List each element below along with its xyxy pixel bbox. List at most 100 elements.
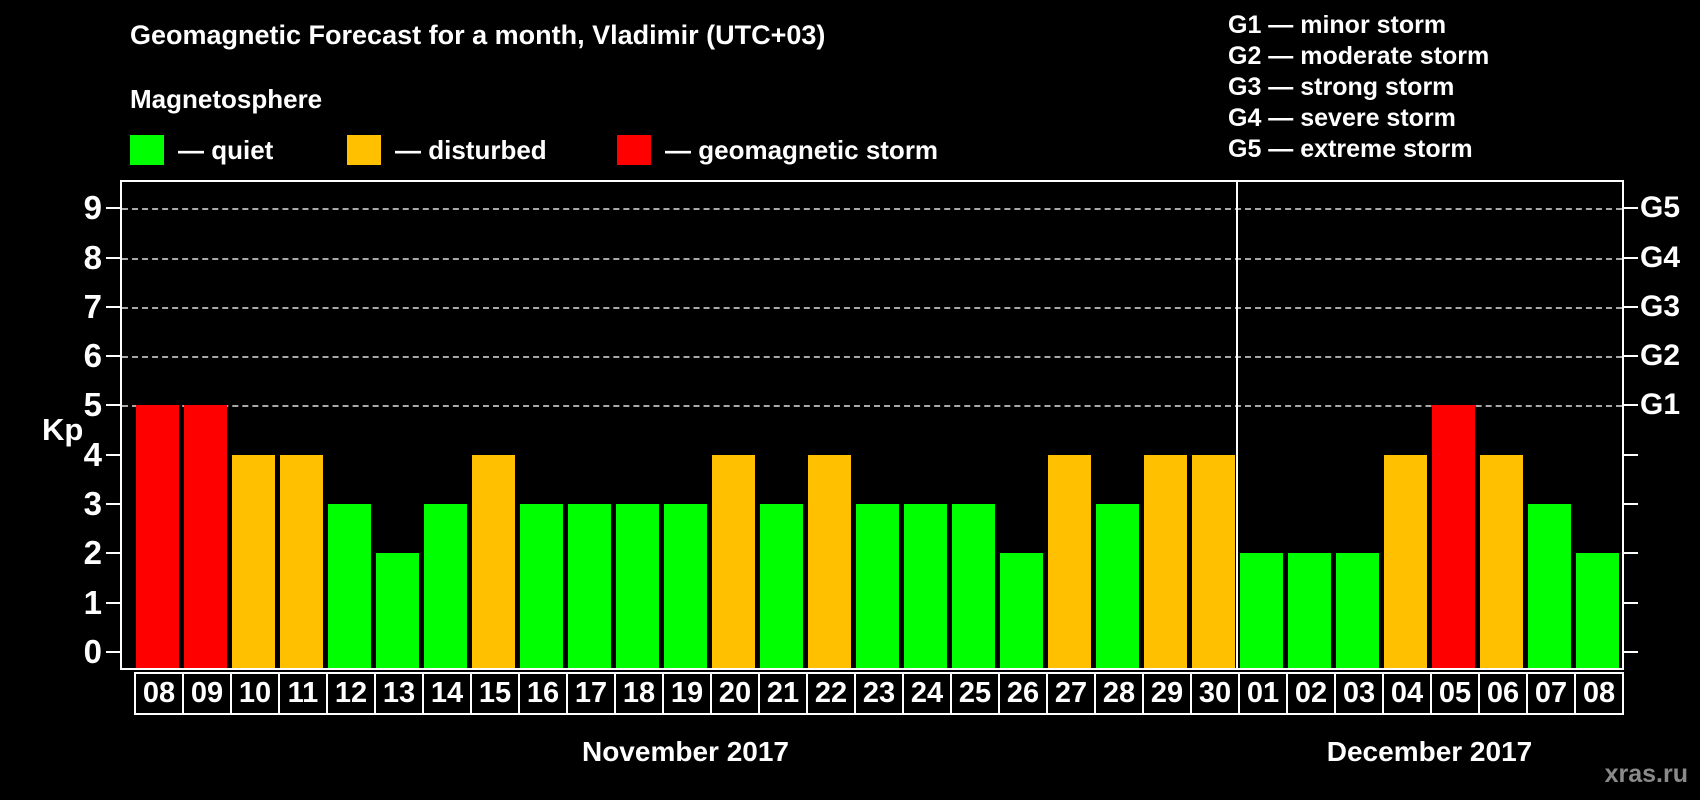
- gridline-kp7: [122, 307, 1622, 309]
- storm-scale-line-g2: G2 — moderate storm: [1228, 42, 1490, 70]
- date-cell: 28: [1094, 672, 1144, 715]
- storm-scale-line-g1: G1 — minor storm: [1228, 11, 1447, 39]
- kp-bar: [280, 455, 323, 668]
- storm-scale-legend: G1 — minor storm G2 — moderate storm G3 — …: [1228, 10, 1489, 165]
- kp-bar: [952, 504, 995, 668]
- date-cell: 24: [902, 672, 952, 715]
- kp-bar: [184, 405, 227, 668]
- kp-bar: [712, 455, 755, 668]
- date-cell: 07: [1526, 672, 1576, 715]
- y-tick-right: [1622, 651, 1638, 653]
- kp-bar: [1336, 553, 1379, 668]
- y-tick-label-8: 8: [83, 239, 102, 276]
- date-cell: 21: [758, 672, 808, 715]
- plot-area: [120, 180, 1624, 670]
- right-axis-label-g2: G2: [1640, 339, 1681, 372]
- date-cell: 11: [278, 672, 328, 715]
- kp-bar: [1384, 455, 1427, 668]
- kp-bar: [1192, 455, 1235, 668]
- kp-bar: [1288, 553, 1331, 668]
- kp-bar: [232, 455, 275, 668]
- legend-swatch-disturbed: [347, 135, 381, 165]
- y-tick-right: [1622, 602, 1638, 604]
- legend-label-disturbed: — disturbed: [395, 134, 547, 165]
- kp-bar: [328, 504, 371, 668]
- date-cell: 08: [1574, 672, 1624, 715]
- date-cell: 30: [1190, 672, 1240, 715]
- kp-bar: [856, 504, 899, 668]
- legend-swatch-quiet: [130, 135, 164, 165]
- date-cell: 23: [854, 672, 904, 715]
- kp-bar: [136, 405, 179, 668]
- y-tick-right: [1622, 207, 1638, 209]
- date-cell: 26: [998, 672, 1048, 715]
- y-tick-right: [1622, 454, 1638, 456]
- legend-item-quiet: — quiet: [130, 133, 273, 167]
- kp-bar: [760, 504, 803, 668]
- date-cell: 15: [470, 672, 520, 715]
- legend-label-storm: — geomagnetic storm: [665, 134, 939, 165]
- date-cell: 13: [374, 672, 424, 715]
- date-cell: 27: [1046, 672, 1096, 715]
- kp-bar: [1144, 455, 1187, 668]
- date-cell: 20: [710, 672, 760, 715]
- storm-scale-line-g3: G3 — strong storm: [1228, 73, 1455, 101]
- right-axis-label-g1: G1: [1640, 388, 1681, 421]
- kp-bar: [1432, 405, 1475, 668]
- kp-bar: [376, 553, 419, 668]
- kp-bar: [1480, 455, 1523, 668]
- kp-bar: [520, 504, 563, 668]
- gridline-kp9: [122, 208, 1622, 210]
- month-divider-line: [1236, 182, 1238, 668]
- y-tick-left: [106, 503, 122, 505]
- y-tick-label-7: 7: [83, 288, 102, 325]
- y-tick-label-4: 4: [83, 436, 102, 473]
- y-tick-left: [106, 552, 122, 554]
- kp-bar: [904, 504, 947, 668]
- storm-scale-line-g4: G4 — severe storm: [1228, 104, 1456, 132]
- kp-bar: [1096, 504, 1139, 668]
- kp-bar: [616, 504, 659, 668]
- y-tick-left: [106, 602, 122, 604]
- kp-bar: [472, 455, 515, 668]
- y-tick-label-2: 2: [83, 534, 102, 571]
- gridline-kp8: [122, 258, 1622, 260]
- y-axis-title: Kp: [42, 412, 84, 447]
- date-cell: 10: [230, 672, 280, 715]
- date-cell: 09: [182, 672, 232, 715]
- y-tick-right: [1622, 355, 1638, 357]
- date-cell: 16: [518, 672, 568, 715]
- date-cell: 19: [662, 672, 712, 715]
- kp-bar: [1048, 455, 1091, 668]
- date-cell: 08: [134, 672, 184, 715]
- kp-bar: [808, 455, 851, 668]
- kp-bar: [568, 504, 611, 668]
- storm-scale-line-g5: G5 — extreme storm: [1228, 135, 1473, 163]
- y-tick-right: [1622, 552, 1638, 554]
- right-axis-label-g4: G4: [1640, 241, 1681, 274]
- y-tick-right: [1622, 404, 1638, 406]
- date-axis: 08 09 10 11 12 13 14 15 16 17 18 19 20 21 22 23 24 25 26 27…: [134, 672, 1624, 715]
- month-label-november: November 2017: [581, 736, 789, 767]
- y-tick-label-1: 1: [83, 584, 102, 621]
- y-tick-left: [106, 257, 122, 259]
- gridline-kp5: [122, 405, 1622, 407]
- y-tick-label-5: 5: [83, 386, 102, 423]
- legend-label-quiet: — quiet: [178, 134, 274, 165]
- chart-title: Geomagnetic Forecast for a month, Vladim…: [130, 20, 826, 50]
- legend-swatch-storm: [617, 135, 651, 165]
- y-tick-left: [106, 355, 122, 357]
- date-cell: 17: [566, 672, 616, 715]
- legend-item-disturbed: — disturbed: [347, 133, 547, 167]
- y-tick-label-0: 0: [83, 633, 102, 670]
- y-tick-right: [1622, 306, 1638, 308]
- right-axis-label-g3: G3: [1640, 290, 1681, 323]
- kp-bar: [424, 504, 467, 668]
- date-cell: 29: [1142, 672, 1192, 715]
- y-tick-left: [106, 306, 122, 308]
- month-label-december: December 2017: [1326, 736, 1533, 767]
- y-tick-right: [1622, 503, 1638, 505]
- gridline-kp6: [122, 356, 1622, 358]
- magnetosphere-label: Magnetosphere: [130, 84, 323, 114]
